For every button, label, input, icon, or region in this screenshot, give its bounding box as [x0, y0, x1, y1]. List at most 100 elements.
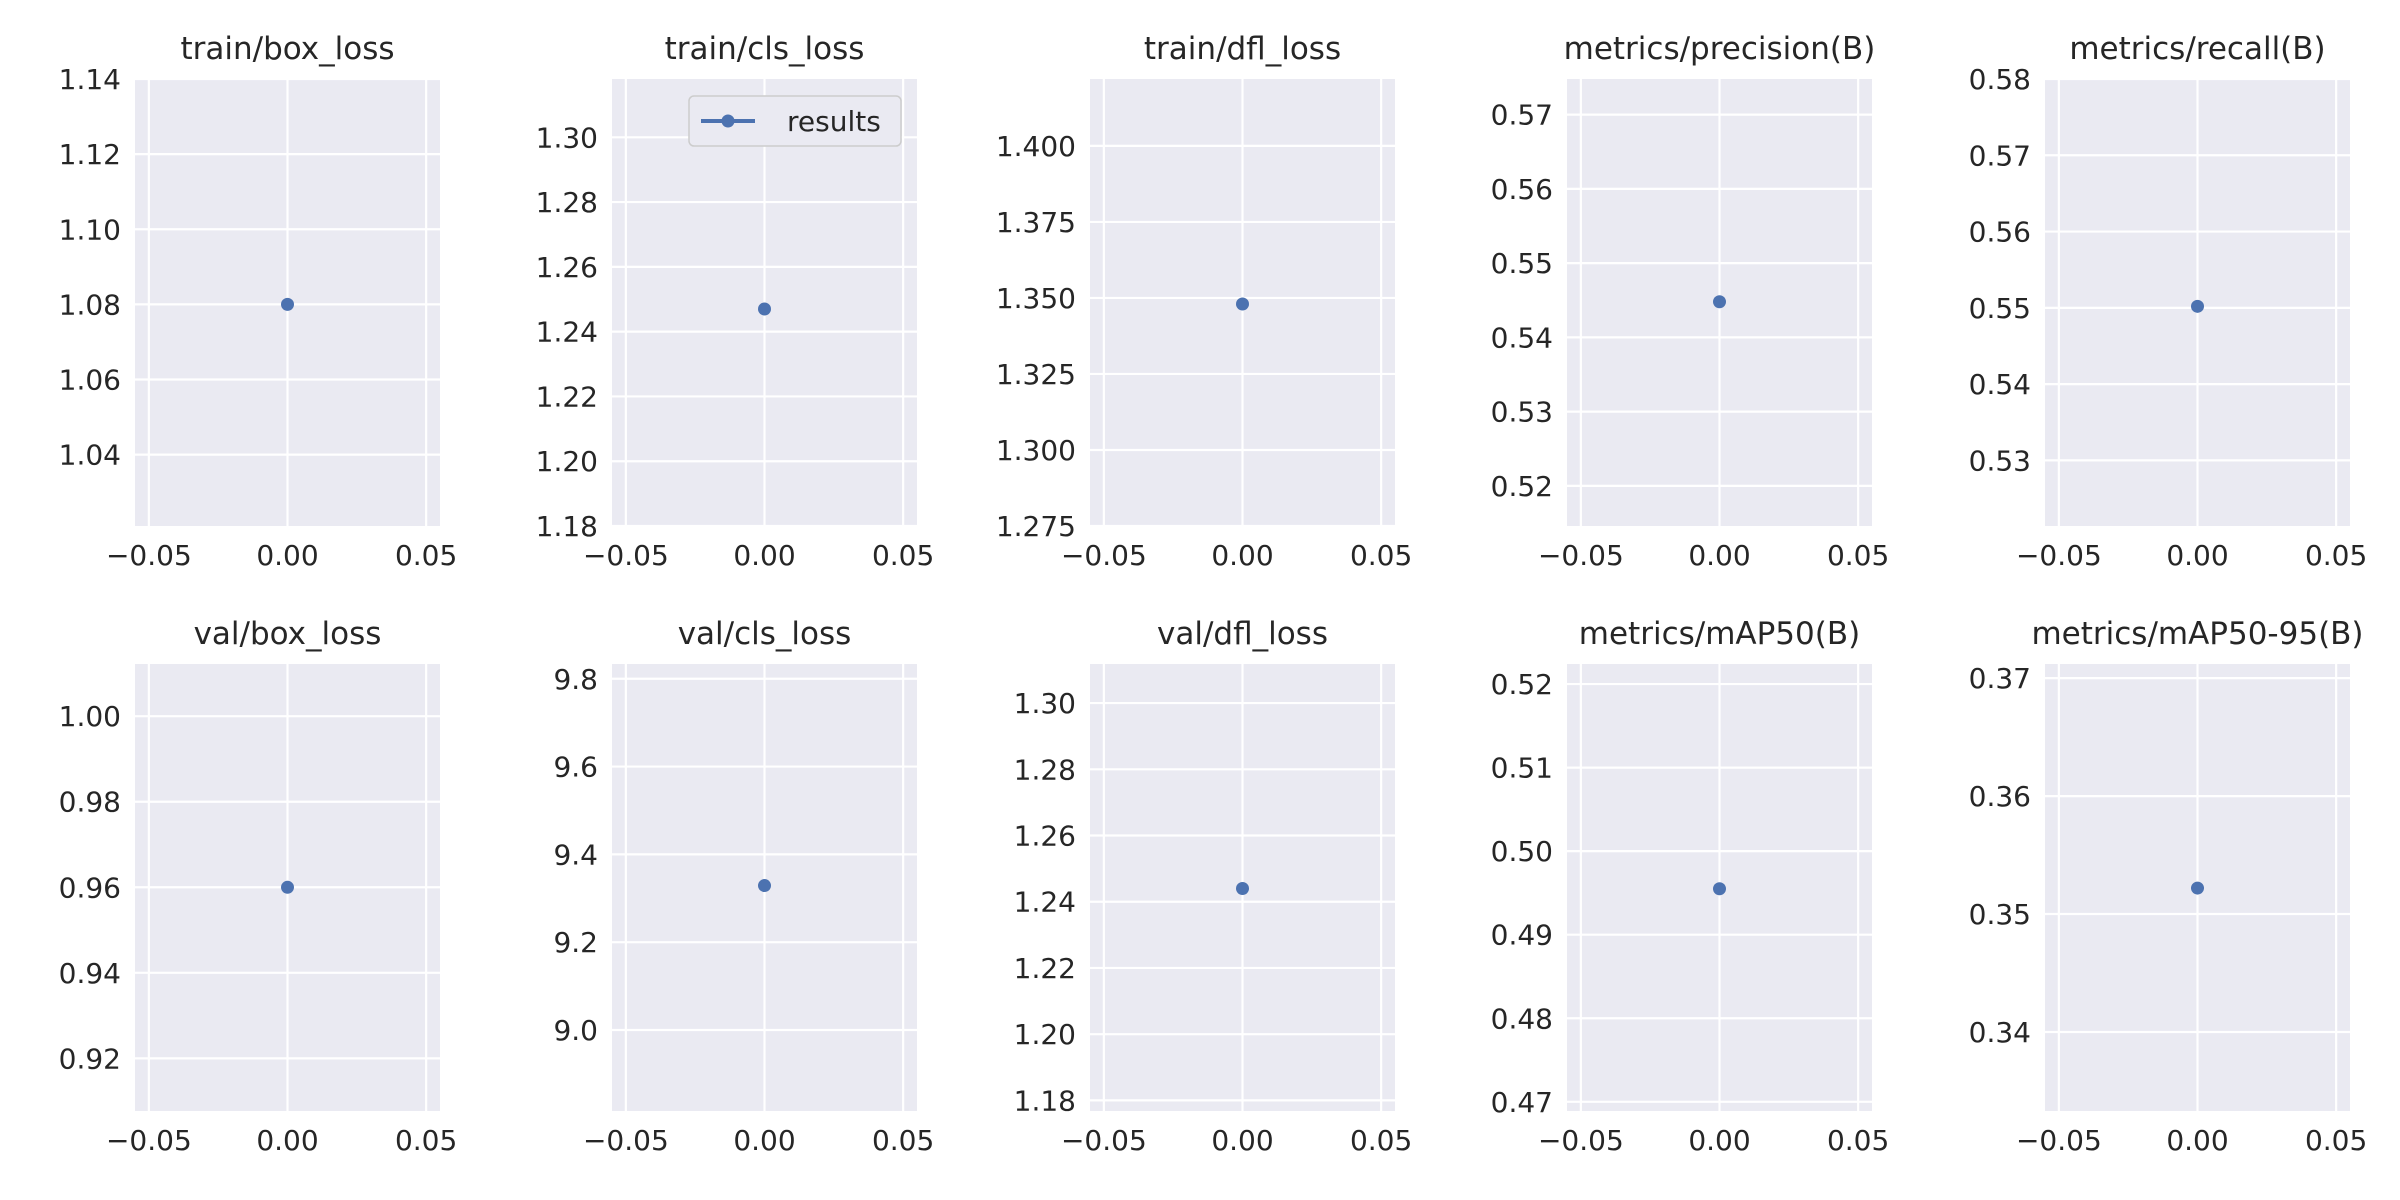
x-tick-label: 0.05	[2305, 539, 2367, 572]
subplot-val-cls-loss: −0.05 0.00 0.05 9.0 9.2 9.4 9.6 9.8 val/cls_loss	[553, 616, 934, 1157]
y-tick-label: 1.20	[1014, 1018, 1076, 1051]
y-tick-label: 9.8	[553, 663, 598, 696]
x-tick-label: 0.00	[1688, 1124, 1750, 1157]
y-tick-label: 0.55	[1969, 292, 2031, 325]
x-tick-label: −0.05	[1061, 1124, 1147, 1157]
legend-label: results	[787, 105, 881, 138]
x-tick-label: 0.05	[2305, 1124, 2367, 1157]
y-tick-label: 0.56	[1969, 216, 2031, 249]
x-tick-label: 0.05	[1827, 1124, 1889, 1157]
y-tick-label: 0.34	[1969, 1016, 2031, 1049]
subplot-title: metrics/mAP50(B)	[1579, 616, 1860, 652]
y-tick-label: 1.325	[996, 358, 1076, 391]
x-tick-label: 0.00	[1688, 539, 1750, 572]
y-tick-label: 1.26	[1014, 820, 1076, 853]
y-tick-label: 1.22	[1014, 952, 1076, 985]
data-point	[281, 880, 294, 894]
y-tick-label: 1.22	[536, 380, 598, 413]
x-tick-label: 0.05	[1827, 539, 1889, 572]
y-tick-label: 1.400	[996, 130, 1076, 163]
y-tick-label: 1.275	[996, 510, 1076, 543]
y-tick-label: 0.92	[59, 1042, 121, 1075]
y-tick-label: 0.57	[1969, 139, 2031, 172]
subplot-title: val/dfl_loss	[1157, 616, 1328, 652]
subplot-title: train/cls_loss	[665, 31, 865, 67]
y-tick-label: 0.98	[59, 786, 121, 819]
data-point	[758, 302, 771, 316]
subplot-title: metrics/precision(B)	[1564, 31, 1876, 67]
y-tick-label: 1.24	[536, 316, 598, 349]
y-tick-label: 0.51	[1491, 752, 1553, 785]
data-point	[2191, 881, 2204, 895]
x-tick-label: −0.05	[1061, 539, 1147, 572]
y-tick-label: 0.55	[1491, 247, 1553, 280]
subplot-train-dfl-loss: −0.05 0.00 0.05 1.275 1.300 1.325 1.350 1.375 1.…	[996, 31, 1412, 572]
y-tick-label: 0.58	[1969, 63, 2031, 96]
subplot-metrics-precision-b-: −0.05 0.00 0.05 0.52 0.53 0.54 0.55 0.56 0.57 met…	[1491, 31, 1890, 572]
subplot-metrics-map50-b-: −0.05 0.00 0.05 0.47 0.48 0.49 0.50 0.51 0.52 met…	[1491, 616, 1890, 1157]
y-tick-label: 1.30	[1014, 687, 1076, 720]
y-tick-label: 0.53	[1969, 444, 2031, 477]
y-tick-label: 0.56	[1491, 173, 1553, 206]
data-point	[1713, 295, 1726, 309]
x-tick-label: 0.05	[395, 539, 457, 572]
y-tick-label: 0.57	[1491, 99, 1553, 132]
y-tick-label: 1.18	[536, 510, 598, 543]
x-tick-label: −0.05	[2016, 539, 2102, 572]
y-tick-label: 0.50	[1491, 835, 1553, 868]
y-tick-label: 9.6	[553, 751, 598, 784]
x-tick-label: −0.05	[2016, 1124, 2102, 1157]
x-tick-label: −0.05	[106, 539, 192, 572]
data-point	[758, 879, 771, 893]
data-point	[2191, 299, 2204, 313]
y-tick-label: 0.48	[1491, 1002, 1553, 1035]
y-tick-label: 0.94	[59, 957, 121, 990]
subplot-metrics-map50-95-b-: −0.05 0.00 0.05 0.34 0.35 0.36 0.37metrics/mAP…	[1969, 616, 2368, 1157]
subplot-title: val/box_loss	[194, 616, 382, 652]
y-tick-label: 1.28	[1014, 753, 1076, 786]
y-tick-label: 1.375	[996, 206, 1076, 239]
y-tick-label: 1.26	[536, 251, 598, 284]
y-tick-label: 1.12	[59, 138, 121, 171]
y-tick-label: 0.96	[59, 871, 121, 904]
y-tick-label: 1.00	[59, 700, 121, 733]
x-tick-label: −0.05	[583, 539, 669, 572]
subplot-title: train/dfl_loss	[1144, 31, 1341, 67]
subplot-title: val/cls_loss	[678, 616, 852, 652]
x-tick-label: 0.05	[1350, 539, 1412, 572]
y-tick-label: 1.28	[536, 186, 598, 219]
subplot-train-cls-loss: −0.05 0.00 0.05 1.18 1.20 1.22 1.24 1.26 1.28 1.3…	[536, 31, 935, 572]
y-tick-label: 0.54	[1491, 321, 1553, 354]
y-tick-label: 1.350	[996, 282, 1076, 315]
y-tick-label: 9.2	[553, 926, 598, 959]
subplot-title: metrics/mAP50-95(B)	[2031, 616, 2363, 652]
x-tick-label: −0.05	[1538, 539, 1624, 572]
x-tick-label: 0.05	[1350, 1124, 1412, 1157]
y-tick-label: 1.300	[996, 434, 1076, 467]
data-point	[1713, 882, 1726, 896]
y-tick-label: 0.36	[1969, 780, 2031, 813]
x-tick-label: 0.05	[395, 1124, 457, 1157]
x-tick-label: 0.00	[1211, 1124, 1273, 1157]
y-tick-label: 1.14	[59, 63, 121, 96]
y-tick-label: 1.30	[536, 121, 598, 154]
y-tick-label: 9.0	[553, 1014, 598, 1047]
subplot-metrics-recall-b-: −0.05 0.00 0.05 0.53 0.54 0.55 0.56 0.57 0.58 met…	[1969, 31, 2368, 572]
x-tick-label: 0.00	[733, 1124, 795, 1157]
x-tick-label: 0.00	[1211, 539, 1273, 572]
legend: results	[688, 95, 902, 147]
y-tick-label: 0.35	[1969, 898, 2031, 931]
x-tick-label: 0.00	[256, 1124, 318, 1157]
y-tick-label: 0.37	[1969, 662, 2031, 695]
x-tick-label: 0.00	[733, 539, 795, 572]
y-tick-label: 1.24	[1014, 886, 1076, 919]
y-tick-label: 0.53	[1491, 396, 1553, 429]
subplot-title: train/box_loss	[180, 31, 394, 67]
x-tick-label: 0.05	[872, 1124, 934, 1157]
x-tick-label: 0.05	[872, 539, 934, 572]
y-tick-label: 0.54	[1969, 368, 2031, 401]
legend-box	[688, 95, 902, 147]
y-tick-label: 9.4	[553, 838, 598, 871]
y-tick-label: 1.06	[59, 364, 121, 397]
